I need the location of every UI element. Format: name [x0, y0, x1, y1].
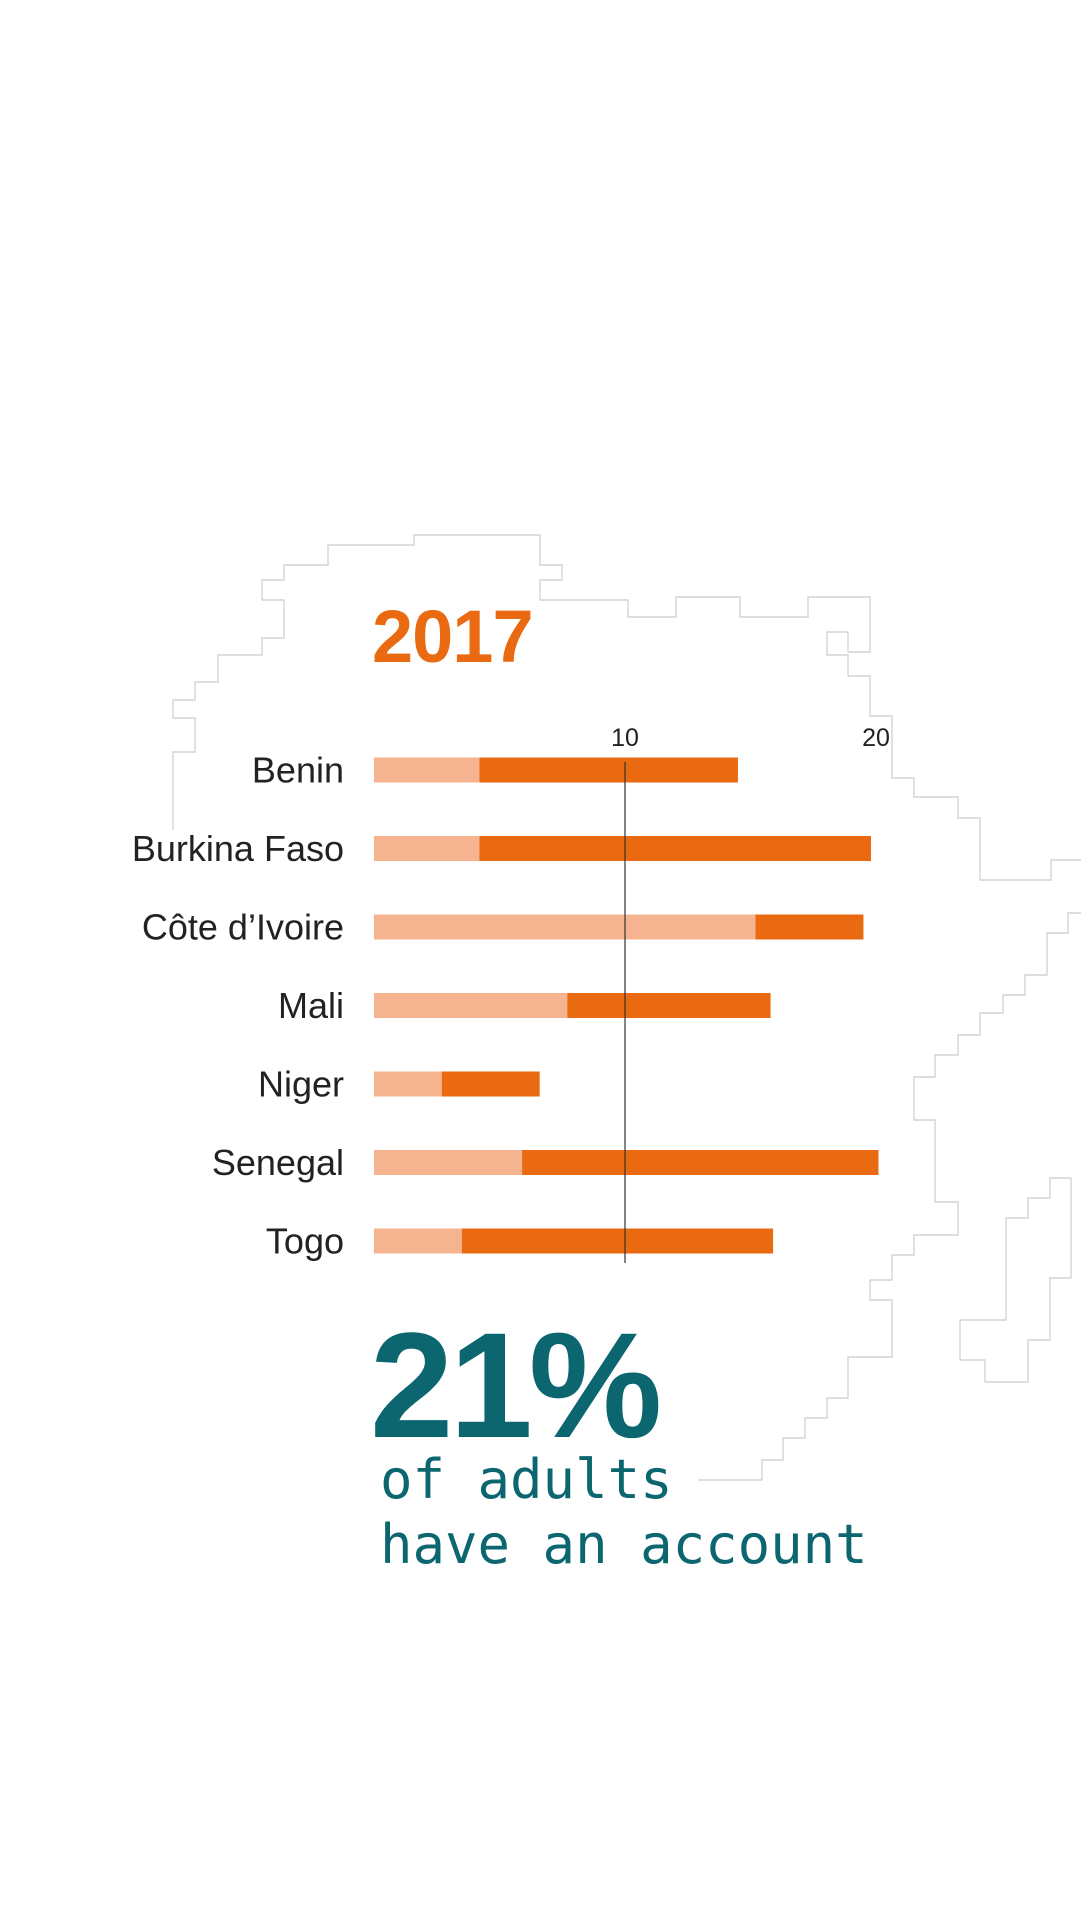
- bar-segment-light: [374, 757, 480, 783]
- bar-segment-dark: [479, 836, 871, 861]
- bar-segment-light: [374, 914, 756, 940]
- caption-line-2: have an account: [380, 1513, 868, 1576]
- country-label: Côte d’Ivoire: [142, 907, 344, 948]
- account-ownership-percentage: 21%: [370, 1301, 662, 1469]
- chart-year-title: 2017: [372, 595, 534, 678]
- country-label: Benin: [252, 750, 344, 791]
- x-tick-label: 20: [862, 724, 890, 752]
- country-label: Senegal: [212, 1142, 344, 1183]
- bar-segment-light: [374, 1071, 442, 1097]
- x-tick-label: 10: [611, 724, 639, 752]
- bar-segment-light: [374, 836, 480, 861]
- bar-segment-dark: [479, 757, 738, 783]
- country-label: Burkina Faso: [132, 828, 344, 869]
- caption-line-1: of adults: [380, 1448, 673, 1511]
- bar-segment-light: [374, 993, 568, 1018]
- bar-segment-light: [374, 1228, 462, 1254]
- bar-segment-dark: [522, 1150, 879, 1175]
- country-label: Mali: [278, 985, 344, 1026]
- bar-segment-dark: [755, 914, 864, 940]
- bar-segment-dark: [461, 1228, 774, 1254]
- country-label: Togo: [266, 1221, 344, 1262]
- bar-segment-dark: [441, 1071, 540, 1097]
- country-label: Niger: [258, 1064, 344, 1105]
- bar-segment-dark: [567, 993, 771, 1018]
- bar-segment-light: [374, 1150, 523, 1175]
